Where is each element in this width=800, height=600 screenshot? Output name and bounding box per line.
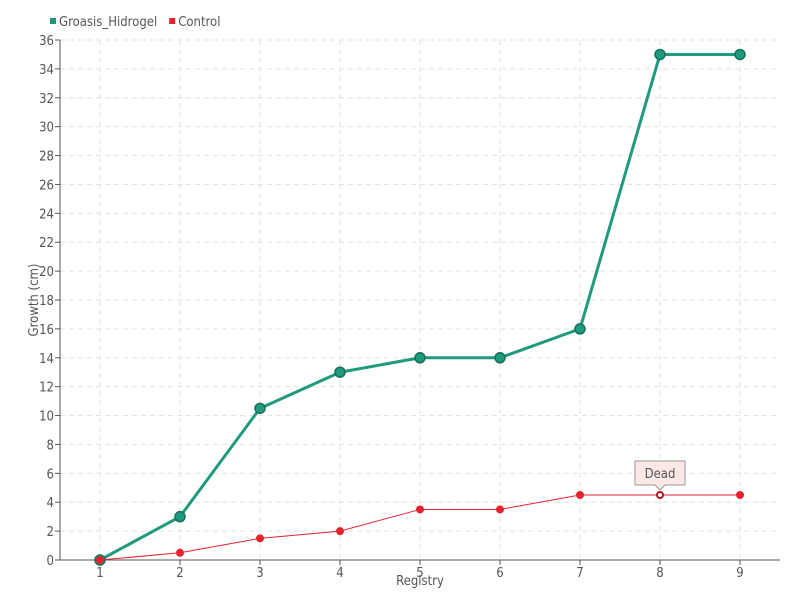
y-axis-label: Growth (cm) xyxy=(27,264,42,337)
data-point-control xyxy=(176,548,184,557)
y-tick-label: 24 xyxy=(39,207,54,222)
y-tick-label: 34 xyxy=(39,63,54,78)
x-tick-label: 1 xyxy=(96,566,103,581)
y-tick-label: 16 xyxy=(39,323,54,338)
legend-label: Groasis_Hidrogel xyxy=(59,15,157,30)
data-point-control xyxy=(736,491,744,499)
y-tick-label: 30 xyxy=(39,121,54,136)
x-tick-label: 8 xyxy=(656,566,663,581)
y-tick-label: 28 xyxy=(39,150,54,165)
series-layer xyxy=(94,48,746,566)
data-point-control xyxy=(416,505,424,514)
y-tick-label: 6 xyxy=(47,467,54,482)
x-tick-label: 7 xyxy=(576,566,583,581)
data-point-control xyxy=(336,527,344,536)
y-tick-label: 4 xyxy=(47,496,54,511)
x-tick-label: 4 xyxy=(336,566,343,581)
data-point-control xyxy=(656,491,664,499)
y-tick-label: 26 xyxy=(39,178,54,193)
data-point-control xyxy=(496,505,504,514)
y-tick-label: 0 xyxy=(47,554,54,569)
legend: Groasis_Hidrogel Control xyxy=(50,15,220,30)
y-tick-label: 14 xyxy=(39,352,54,367)
data-point-groasis-hidrogel xyxy=(654,48,666,61)
data-point-groasis-hidrogel xyxy=(174,510,186,523)
data-point-control xyxy=(576,491,584,499)
annotation-label: Dead xyxy=(645,467,676,482)
y-tick-label: 10 xyxy=(39,410,54,425)
data-point-control xyxy=(256,534,264,543)
data-point-groasis-hidrogel xyxy=(414,352,426,364)
data-point-groasis-hidrogel xyxy=(254,402,266,415)
annotation-box xyxy=(634,460,686,491)
x-tick-label: 5 xyxy=(416,566,423,581)
y-tick-label: 18 xyxy=(39,294,54,309)
y-tick-label: 8 xyxy=(47,438,54,453)
x-tick-label: 3 xyxy=(256,566,263,581)
y-tick-label: 20 xyxy=(39,265,54,280)
data-point-groasis-hidrogel xyxy=(574,323,586,335)
x-tick-label: 9 xyxy=(736,566,743,581)
legend-swatch xyxy=(50,18,56,24)
legend-label: Control xyxy=(178,15,220,30)
data-point-groasis-hidrogel xyxy=(334,366,346,378)
legend-swatch xyxy=(169,18,176,24)
data-point-groasis-hidrogel xyxy=(494,352,506,364)
data-point-groasis-hidrogel xyxy=(734,48,746,61)
x-tick-labels: 1 2 3 4 5 6 7 8 9 xyxy=(96,566,743,581)
annotations-layer: Dead xyxy=(634,460,686,491)
x-tick-label: 2 xyxy=(176,566,183,581)
data-point-control xyxy=(96,556,104,564)
x-tick-label: 6 xyxy=(496,566,503,581)
y-tick-label: 12 xyxy=(39,381,54,396)
y-tick-label: 22 xyxy=(39,236,54,251)
axes xyxy=(55,39,780,565)
y-tick-label: 32 xyxy=(39,92,54,107)
y-tick-label: 36 xyxy=(39,34,54,49)
x-axis-label: Registry xyxy=(396,574,444,589)
y-tick-label: 2 xyxy=(47,525,54,540)
